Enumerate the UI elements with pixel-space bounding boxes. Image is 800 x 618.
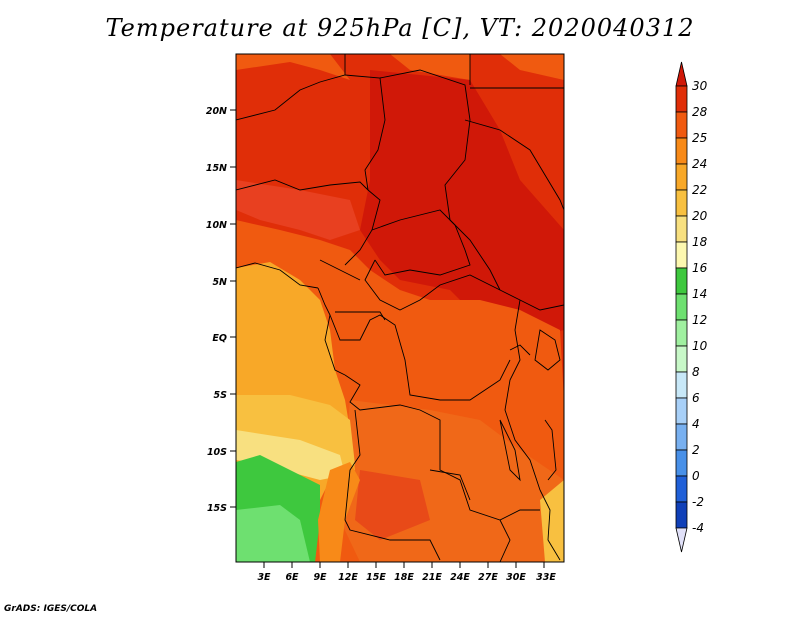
- lon-label: 18E: [394, 572, 414, 583]
- colorbar-swatch: [675, 241, 688, 269]
- colorbar-label: 14: [692, 287, 707, 301]
- lon-label: 6E: [285, 572, 299, 583]
- colorbar-label: 12: [692, 313, 707, 327]
- colorbar-swatch: [675, 111, 688, 139]
- lon-label: 21E: [422, 572, 442, 583]
- lat-label: 15N: [206, 163, 227, 174]
- colorbar-label: 16: [692, 261, 708, 275]
- colorbar-swatch: [675, 475, 688, 503]
- colorbar-label: 6: [692, 391, 700, 405]
- colorbar-label: 25: [692, 131, 707, 145]
- lon-label: 9E: [313, 572, 327, 583]
- colorbar-swatch: [675, 215, 688, 243]
- lon-label: 12E: [338, 572, 358, 583]
- lat-label: 10N: [206, 220, 227, 231]
- colorbar-swatch: [675, 371, 688, 399]
- colorbar-label: 18: [692, 235, 708, 249]
- lon-label: 27E: [478, 572, 498, 583]
- colorbar-label: 8: [692, 365, 700, 379]
- lat-label: 5N: [212, 277, 227, 288]
- latitude-axis: 20N 15N 10N 5N EQ 5S 10S 15S: [206, 106, 236, 514]
- colorbar-swatch: [675, 423, 688, 451]
- lat-label: 15S: [207, 503, 227, 514]
- colorbar-swatch: [675, 85, 688, 113]
- lon-label: 30E: [506, 572, 526, 583]
- colorbar-label: -4: [692, 521, 704, 535]
- map-frame: [235, 53, 565, 563]
- colorbar-swatch: [675, 345, 688, 373]
- colorbar-min-arrow: [675, 527, 688, 553]
- colorbar-label: 10: [692, 339, 708, 353]
- colorbar-label: 30: [692, 79, 708, 93]
- lon-label: 15E: [366, 572, 386, 583]
- lon-label: 3E: [257, 572, 271, 583]
- lat-label: 20N: [206, 106, 227, 117]
- colorbar-swatch: [675, 163, 688, 191]
- colorbar-label: 22: [692, 183, 707, 197]
- colorbar-swatch: [675, 293, 688, 321]
- colorbar-label: 0: [692, 469, 700, 483]
- colorbar-label: 20: [692, 209, 708, 223]
- colorbar-max-arrow: [675, 61, 688, 87]
- colorbar-swatch: [675, 189, 688, 217]
- longitude-axis: 3E 6E 9E 12E 15E 18E 21E 24E 27E 30E 33E: [257, 562, 556, 583]
- lat-label: EQ: [212, 333, 227, 344]
- credit-footer: GrADS: IGES/COLA: [4, 604, 98, 614]
- lon-label: 24E: [450, 572, 470, 583]
- lat-label: 10S: [207, 447, 227, 458]
- colorbar-swatch: [675, 267, 688, 295]
- colorbar-swatch: [675, 397, 688, 425]
- temperature-field: [236, 54, 564, 562]
- colorbar-swatch: [675, 501, 688, 529]
- colorbar-swatch: [675, 137, 688, 165]
- colorbar-label: 4: [692, 417, 700, 431]
- map-title: Temperature at 925hPa [C], VT: 202004031…: [105, 14, 695, 42]
- colorbar-label: -2: [692, 495, 704, 509]
- lat-label: 5S: [214, 390, 228, 401]
- colorbar-swatch: [675, 319, 688, 347]
- colorbar-label: 2: [692, 443, 700, 457]
- colorbar-swatch: [675, 449, 688, 477]
- lon-label: 33E: [536, 572, 556, 583]
- colorbar-label: 28: [692, 105, 708, 119]
- country-boundaries: [236, 54, 564, 562]
- colorbar-label: 24: [692, 157, 707, 171]
